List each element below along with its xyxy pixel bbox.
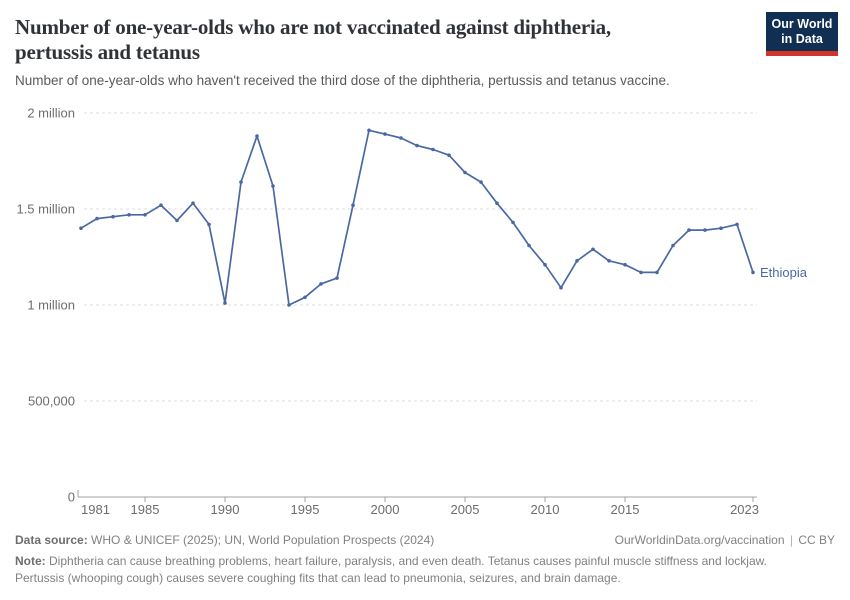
credit-separator: | [789, 533, 793, 547]
data-point [591, 247, 595, 252]
data-point [207, 222, 211, 227]
series-line[interactable] [80, 129, 754, 306]
x-axis-tick-label: 2023 [730, 502, 759, 517]
data-point [95, 216, 99, 221]
data-point [623, 262, 627, 267]
data-point [303, 295, 307, 300]
chart-title-line: pertussis and tetanus [15, 40, 200, 64]
data-point [335, 276, 339, 280]
data-point [127, 213, 131, 217]
data-point [607, 259, 611, 263]
chart-footer: Data source: WHO & UNICEF (2025); UN, Wo… [15, 532, 835, 586]
x-axis-tick-label: 1995 [291, 502, 320, 517]
x-axis-tick-label: 2015 [611, 502, 640, 517]
data-point [239, 180, 243, 184]
chart-title: Number of one-year-olds who are not vacc… [15, 15, 611, 65]
y-axis-tick-label: 500,000 [28, 394, 75, 409]
data-point [415, 143, 419, 148]
data-source-label: Data source: [15, 533, 88, 547]
data-point [559, 285, 563, 290]
data-point [751, 270, 755, 275]
data-point [175, 218, 179, 223]
data-point [575, 259, 579, 263]
data-point [367, 128, 371, 133]
owid-logo-text: Our World [771, 16, 833, 31]
data-point [527, 243, 531, 248]
data-point [703, 228, 707, 232]
data-point [671, 243, 675, 248]
data-point [463, 170, 467, 175]
data-point [431, 147, 435, 152]
data-point [111, 214, 115, 219]
data-point [719, 226, 723, 230]
data-point [159, 203, 163, 207]
data-point [271, 184, 275, 188]
x-axis-tick-label: 2000 [371, 502, 400, 517]
owid-url-link[interactable]: OurWorldinData.org/vaccination [614, 533, 785, 547]
chart-title-line: Number of one-year-olds who are not vacc… [15, 15, 611, 39]
x-axis-tick-label: 1981 [81, 502, 110, 517]
owid-logo[interactable]: Our World in Data [766, 12, 838, 56]
y-axis-tick-label: 0 [68, 490, 75, 505]
y-axis-tick-label: 1.5 million [16, 202, 75, 217]
x-axis-tick-label: 2005 [451, 502, 480, 517]
y-axis-tick-label: 2 million [27, 106, 75, 121]
data-point [287, 303, 291, 307]
series-end-label: Ethiopia [760, 265, 808, 280]
data-point [639, 270, 643, 275]
line-chart-plot-area[interactable]: 0 500,000 1 million 1.5 million 2 million 198… [0, 0, 850, 528]
data-point [143, 213, 147, 217]
data-source-text: WHO & UNICEF (2025); UN, World Populatio… [91, 533, 435, 547]
chart-subtitle: Number of one-year-olds who haven't rece… [15, 73, 670, 88]
note-label: Note: [15, 554, 46, 568]
data-point [543, 262, 547, 267]
data-point [79, 226, 83, 230]
note-text: Diphtheria can cause breathing problems,… [15, 554, 767, 585]
data-point [511, 220, 515, 225]
x-axis-tick-label: 1985 [131, 502, 160, 517]
x-axis-tick-label: 2010 [531, 502, 560, 517]
data-point [399, 136, 403, 140]
owid-logo-text: in Data [781, 31, 823, 46]
data-point [687, 228, 691, 232]
data-point [351, 203, 355, 207]
data-point [735, 222, 739, 227]
data-point [383, 132, 387, 136]
license-link[interactable]: CC BY [798, 533, 835, 547]
y-axis-tick-label: 1 million [27, 298, 75, 313]
data-point [495, 201, 499, 205]
data-source: Data source: WHO & UNICEF (2025); UN, Wo… [15, 532, 434, 548]
data-point [319, 282, 323, 286]
data-point [655, 270, 659, 275]
data-point [255, 134, 259, 138]
data-point [447, 153, 451, 157]
data-point [479, 180, 483, 184]
data-point [223, 301, 227, 305]
data-point [191, 201, 195, 205]
x-axis-tick-label: 1990 [211, 502, 240, 517]
